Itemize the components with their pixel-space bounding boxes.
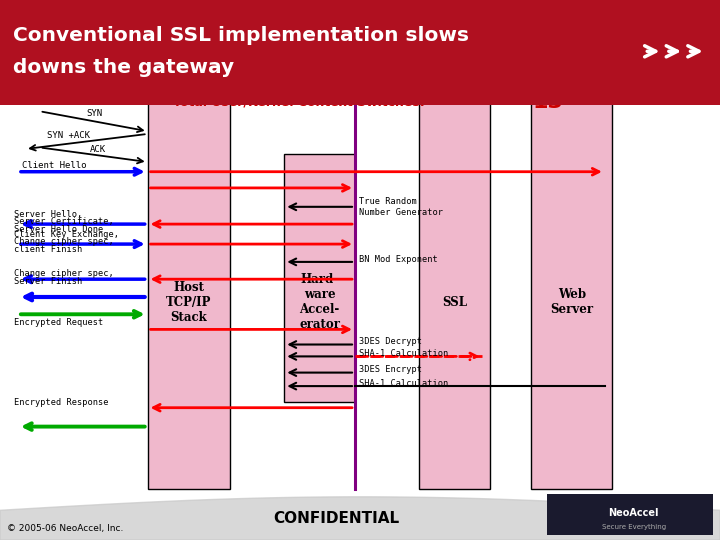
Text: Encrypted Request: Encrypted Request: [14, 318, 104, 327]
Bar: [547, 494, 713, 535]
Text: SYN +ACK: SYN +ACK: [47, 131, 90, 139]
Text: © 2005-06 NeoAccel, Inc.: © 2005-06 NeoAccel, Inc.: [7, 524, 124, 532]
Text: True Random: True Random: [359, 197, 416, 206]
Bar: [148, 92, 230, 489]
Text: Change cipher spec,: Change cipher spec,: [14, 269, 114, 278]
Text: Secure Everything: Secure Everything: [601, 523, 666, 530]
Text: Server Finish: Server Finish: [14, 277, 83, 286]
Text: 3DES Encrypt: 3DES Encrypt: [359, 366, 422, 374]
Text: Web
Server: Web Server: [550, 288, 593, 316]
Text: SHA-1 Calculation: SHA-1 Calculation: [359, 379, 448, 388]
Text: 13: 13: [533, 91, 564, 112]
Text: Conventional SSL implementation slows: Conventional SSL implementation slows: [13, 25, 469, 45]
Text: SSL: SSL: [442, 296, 467, 309]
Bar: [0, 0, 720, 105]
Text: Server Hello,: Server Hello,: [14, 210, 83, 219]
Text: Server Certificate,: Server Certificate,: [14, 218, 114, 226]
Text: ACK: ACK: [90, 145, 106, 153]
Text: Server Hello Done: Server Hello Done: [14, 225, 104, 234]
Text: Host
TCP/IP
Stack: Host TCP/IP Stack: [166, 281, 212, 324]
Text: Client Key Exchange,: Client Key Exchange,: [14, 230, 120, 239]
Text: Client Hello: Client Hello: [22, 161, 86, 170]
Bar: [531, 92, 612, 489]
Text: client Finish: client Finish: [14, 245, 83, 254]
Text: Encrypted Response: Encrypted Response: [14, 398, 109, 407]
Text: Total User/Kernel Context Switches:: Total User/Kernel Context Switches:: [173, 95, 425, 108]
Text: BN Mod Exponent: BN Mod Exponent: [359, 255, 437, 264]
Text: Number Generator: Number Generator: [359, 208, 443, 217]
Text: CONFIDENTIAL: CONFIDENTIAL: [274, 511, 400, 526]
Text: 3DES Decrypt: 3DES Decrypt: [359, 338, 422, 346]
Text: SHA-1 Calculation: SHA-1 Calculation: [359, 349, 448, 358]
Text: Change cipher spec,: Change cipher spec,: [14, 238, 114, 246]
Text: Hard-
ware
Accel-
erator: Hard- ware Accel- erator: [300, 273, 340, 332]
Text: SYN: SYN: [86, 109, 102, 118]
Bar: [419, 92, 490, 489]
Bar: [284, 154, 355, 402]
Text: downs the gateway: downs the gateway: [13, 58, 234, 77]
Text: NeoAccel: NeoAccel: [608, 508, 659, 518]
